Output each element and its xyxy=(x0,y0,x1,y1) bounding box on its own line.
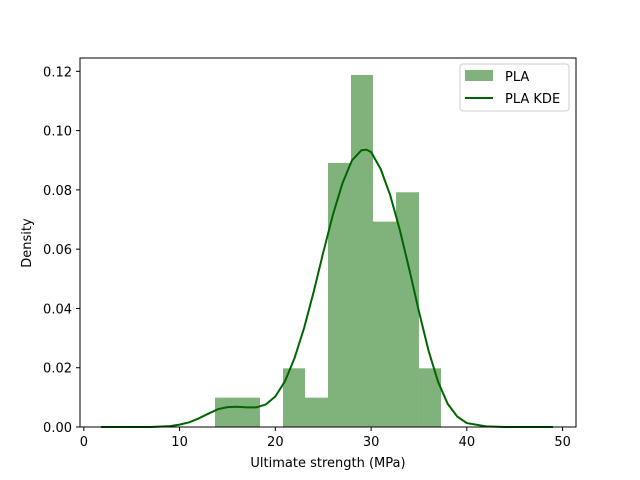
y-axis-label: Density xyxy=(20,218,35,268)
y-tick-label: 0.06 xyxy=(43,243,72,258)
x-tick-label: 20 xyxy=(267,435,284,450)
kde-line xyxy=(101,148,553,428)
plot-frame xyxy=(79,57,577,428)
histogram-bar xyxy=(350,74,374,427)
histogram-bar xyxy=(328,162,351,428)
y-tick-label: 0.12 xyxy=(43,65,72,80)
legend-label-pla: PLA xyxy=(505,70,529,85)
y-tick-label: 0.08 xyxy=(43,184,72,199)
y-tick-label: 0.02 xyxy=(43,362,72,377)
histogram-bar xyxy=(373,221,396,427)
x-tick-label: 10 xyxy=(171,435,188,450)
legend: PLA PLA KDE xyxy=(459,63,570,112)
histogram-bar xyxy=(215,397,238,427)
x-tick-label: 30 xyxy=(363,435,380,450)
histogram-bar xyxy=(237,397,261,427)
y-tick-label: 0.04 xyxy=(43,302,72,317)
legend-swatch-pla xyxy=(465,70,493,81)
y-tick-label: 0.10 xyxy=(43,125,72,140)
x-axis-ticks: 0 10 20 30 40 50 xyxy=(80,427,571,450)
histogram-bars xyxy=(215,74,441,428)
kde-layer xyxy=(101,148,553,428)
y-axis-ticks: 0.00 0.02 0.04 0.06 0.08 0.10 0.12 xyxy=(43,65,80,436)
histogram-bar xyxy=(395,192,419,427)
y-tick-label: 0.00 xyxy=(43,421,72,436)
histogram-bar xyxy=(418,368,441,427)
x-tick-label: 40 xyxy=(459,435,476,450)
histogram-bar xyxy=(282,368,306,427)
x-axis-label: Ultimate strength (MPa) xyxy=(250,456,405,471)
x-tick-label: 0 xyxy=(80,435,88,450)
histogram-bar xyxy=(305,397,328,427)
legend-label-kde: PLA KDE xyxy=(505,92,560,107)
x-tick-label: 50 xyxy=(554,435,571,450)
